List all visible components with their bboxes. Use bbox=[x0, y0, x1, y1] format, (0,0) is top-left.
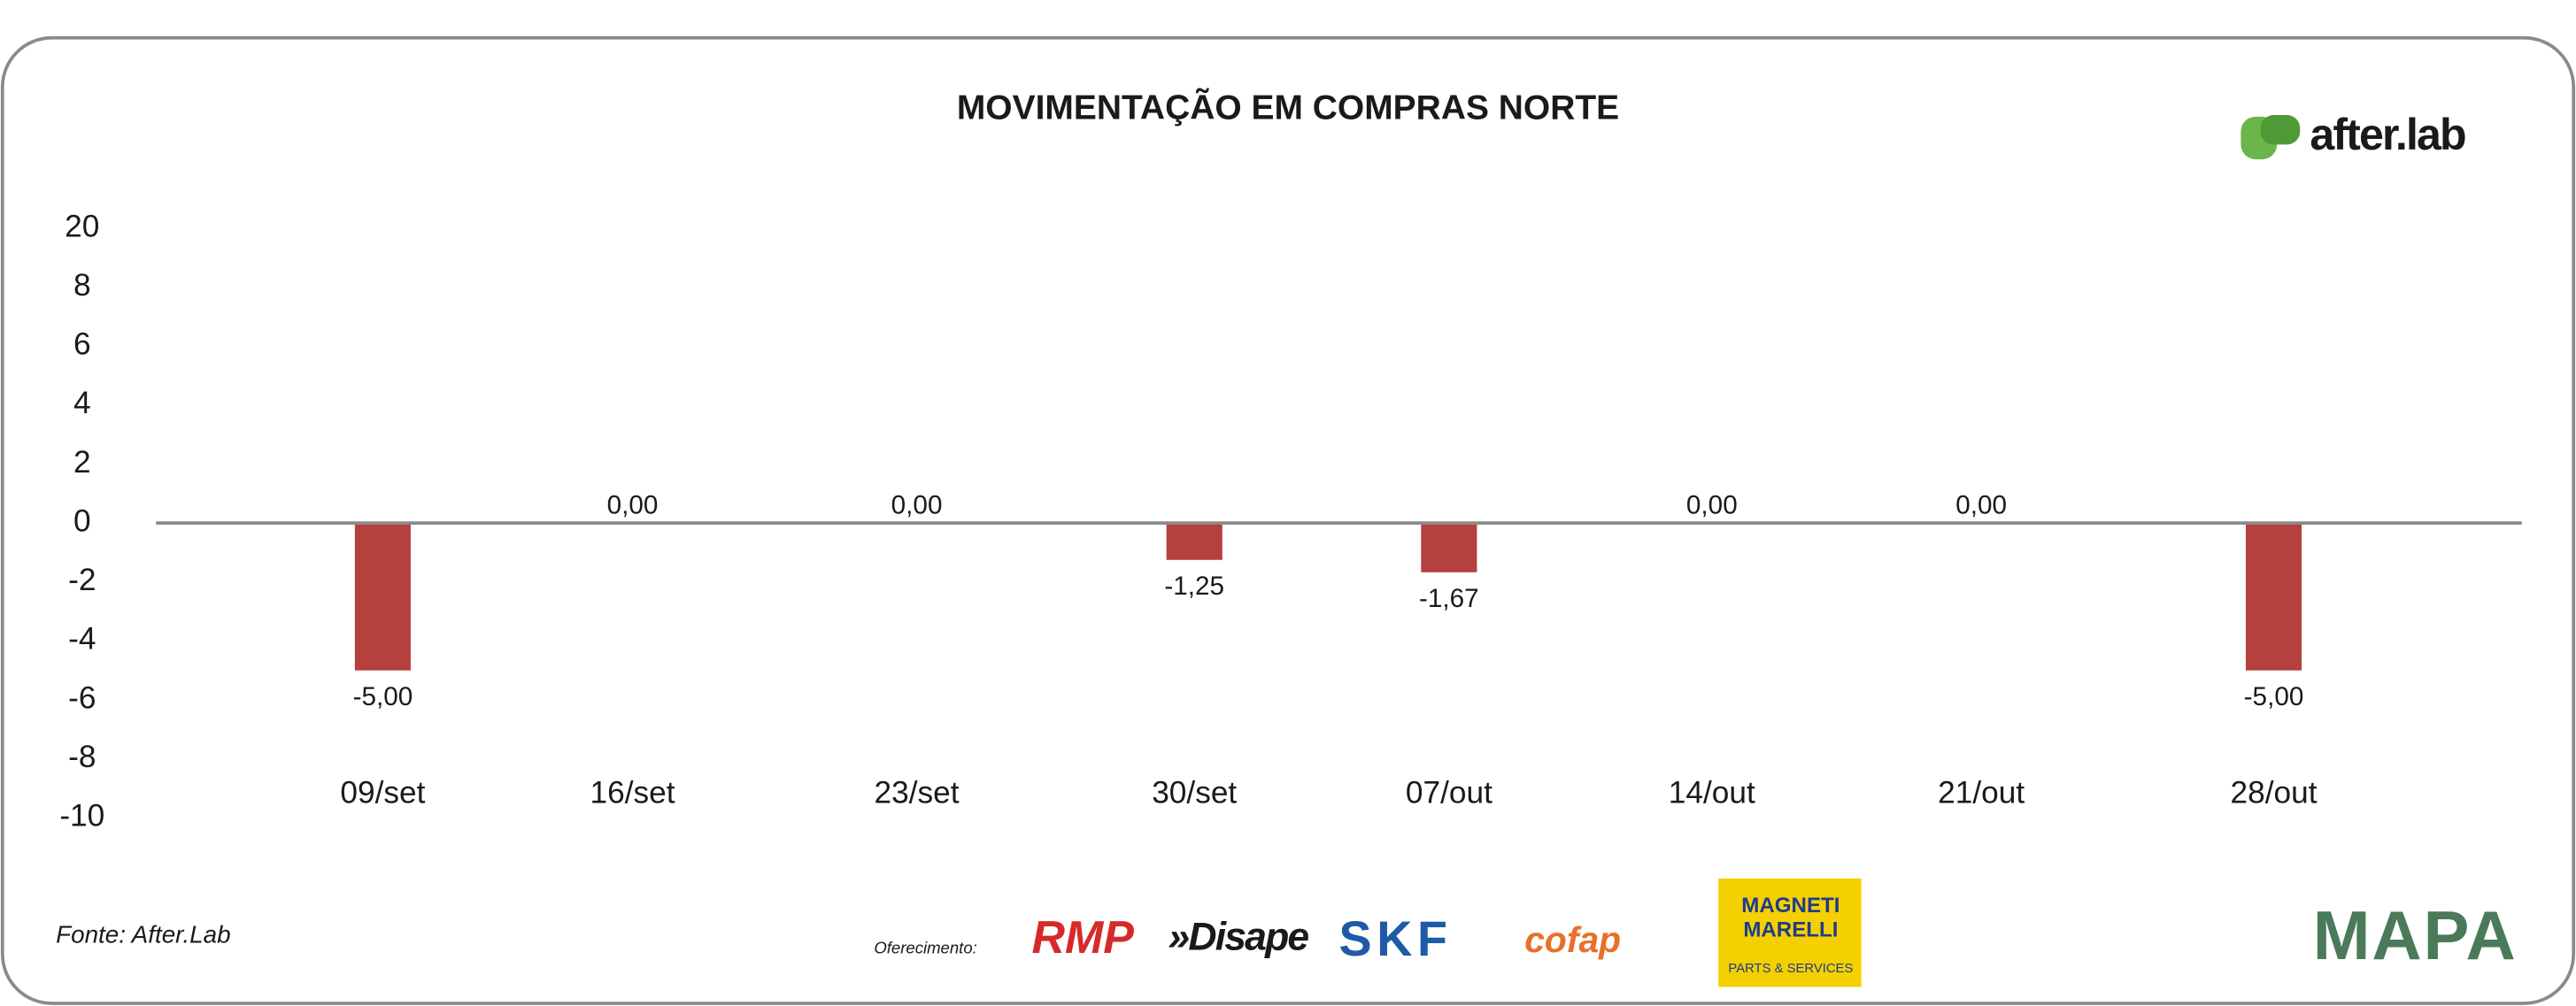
bar bbox=[354, 523, 411, 671]
logo-text: MAGNETI bbox=[1741, 894, 1839, 918]
y-tick-label: -10 bbox=[59, 799, 104, 833]
data-label: -1,67 bbox=[1419, 584, 1479, 613]
sponsor-label: Oferecimento: bbox=[874, 939, 976, 957]
data-label: 0,00 bbox=[1955, 490, 2007, 519]
frame bbox=[0, 35, 2576, 1005]
y-tick-label: 4 bbox=[73, 386, 91, 420]
y-tick-label: 20 bbox=[65, 209, 99, 243]
x-tick-label: 21/out bbox=[1938, 776, 2025, 810]
bar bbox=[1166, 523, 1222, 560]
data-label: 0,00 bbox=[891, 490, 943, 519]
logo-text: MARELLI bbox=[1743, 918, 1838, 942]
x-tick-label: 09/set bbox=[340, 776, 425, 810]
x-tick-label: 30/set bbox=[1152, 776, 1237, 810]
y-tick-label: -6 bbox=[68, 680, 96, 715]
brand-name: after.lab bbox=[2310, 110, 2465, 159]
brand-logo: after.lab bbox=[2241, 110, 2467, 159]
x-tick-label: 07/out bbox=[1406, 776, 1492, 810]
bar bbox=[1421, 523, 1477, 572]
logo-box bbox=[1718, 878, 1862, 987]
logo-text: PARTS & SERVICES bbox=[1728, 962, 1853, 976]
y-tick-label: 2 bbox=[73, 445, 91, 480]
marelli-logo: MAGNETI MARELLI PARTS & SERVICES bbox=[1718, 878, 1862, 987]
source: Fonte: After.Lab bbox=[56, 920, 231, 948]
x-tick-label: 14/out bbox=[1669, 776, 1755, 810]
sponsor-logo: cofap bbox=[1524, 919, 1621, 960]
sponsor-logo: »Disape bbox=[1168, 915, 1309, 958]
y-tick-label: -2 bbox=[68, 563, 96, 597]
y-tick-label: 8 bbox=[73, 268, 91, 303]
y-tick-label: -4 bbox=[68, 622, 96, 657]
mapa-logo: MAPA bbox=[2313, 896, 2518, 974]
x-tick-label: 28/out bbox=[2231, 776, 2318, 810]
data-label: -5,00 bbox=[353, 682, 413, 711]
bar bbox=[2245, 523, 2302, 671]
sponsor-logo: SKF bbox=[1339, 911, 1453, 966]
logo-shape bbox=[2260, 114, 2301, 145]
sponsor-logo: RMP bbox=[1031, 912, 1134, 964]
y-tick-label: 6 bbox=[73, 327, 91, 362]
x-tick-label: 23/set bbox=[875, 776, 960, 810]
y-tick-label: 0 bbox=[73, 503, 91, 538]
y-tick-label: -8 bbox=[68, 740, 96, 774]
x-tick-label: 16/set bbox=[590, 776, 675, 810]
data-label: -5,00 bbox=[2244, 682, 2304, 711]
data-label: 0,00 bbox=[1686, 490, 1738, 519]
data-label: 0,00 bbox=[607, 490, 659, 519]
data-label: -1,25 bbox=[1164, 572, 1224, 601]
chart-title: MOVIMENTAÇÃO EM COMPRAS NORTE bbox=[957, 88, 1619, 127]
